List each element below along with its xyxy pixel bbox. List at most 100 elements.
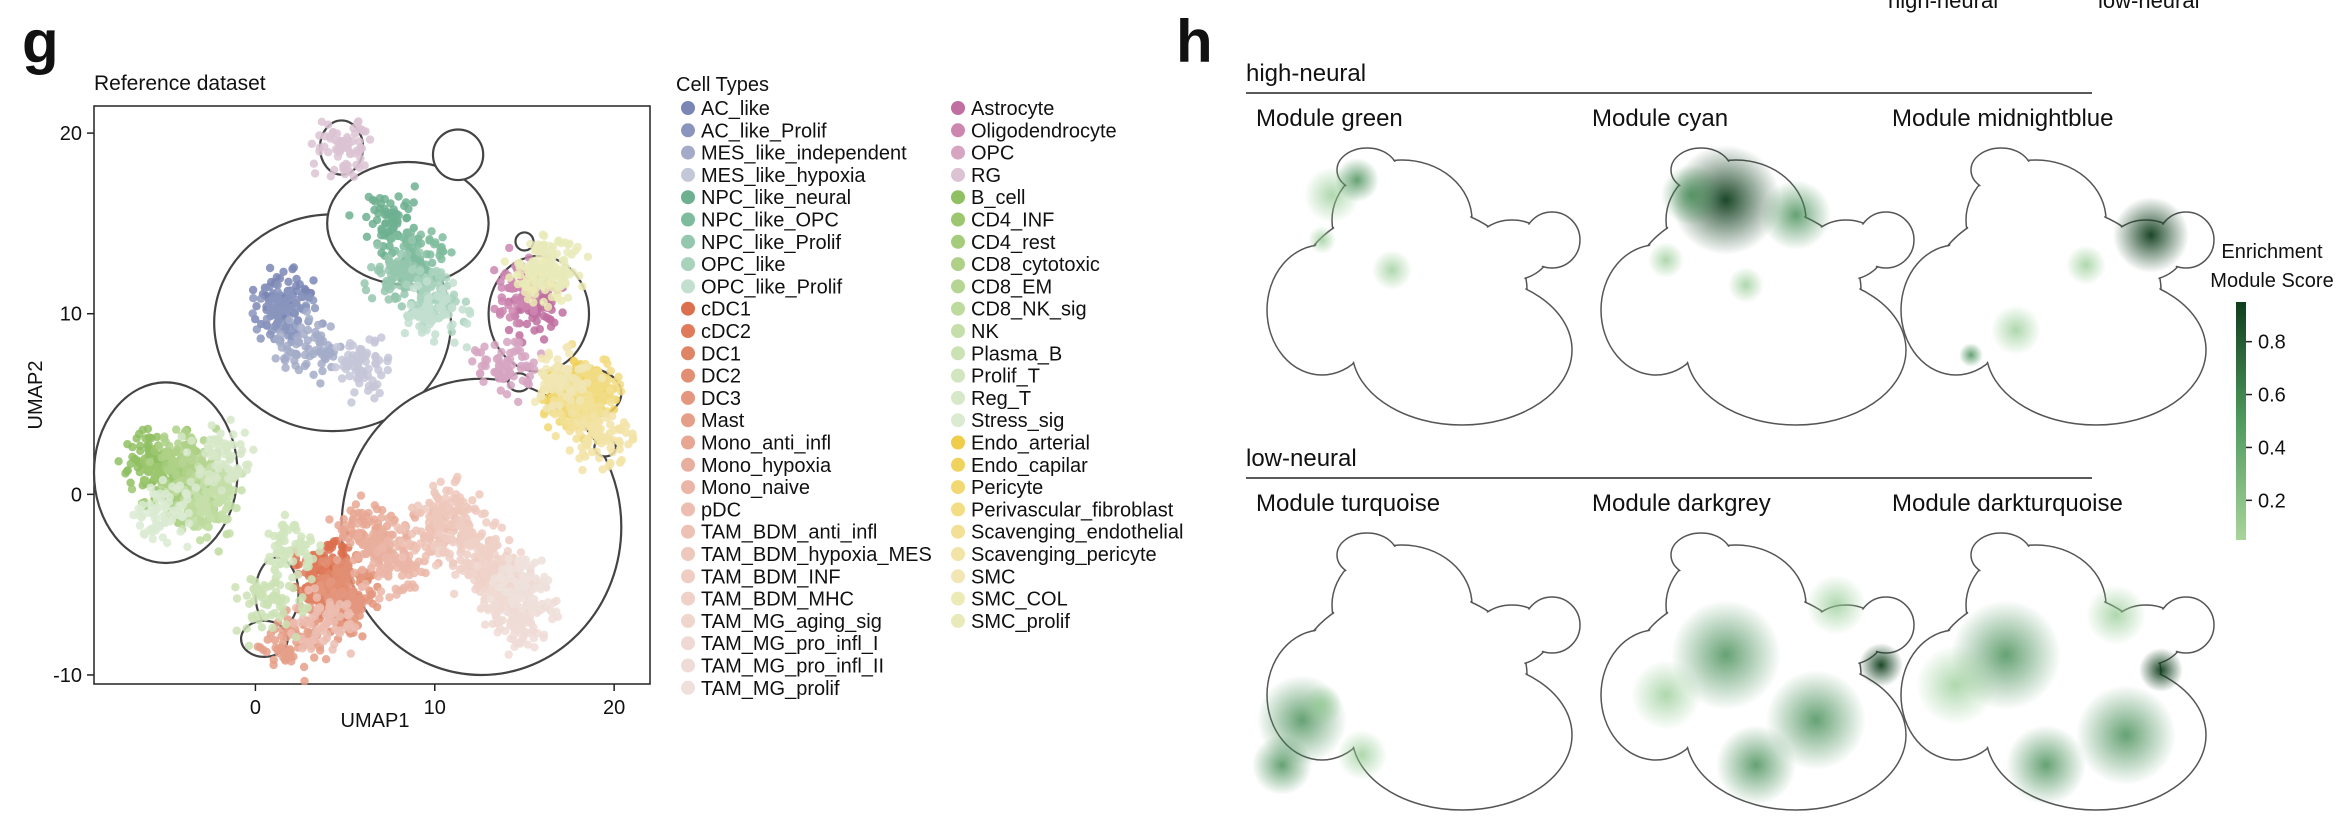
data-point — [502, 390, 512, 399]
data-point — [504, 566, 514, 575]
data-point — [365, 135, 375, 144]
data-point — [349, 509, 359, 518]
data-point — [310, 304, 320, 313]
data-point — [325, 603, 334, 612]
data-point — [494, 370, 503, 380]
data-point — [352, 160, 361, 170]
data-point — [468, 496, 477, 505]
data-point — [421, 568, 430, 578]
data-point — [269, 660, 278, 670]
data-point — [383, 366, 392, 375]
data-point — [408, 265, 417, 274]
data-point — [473, 562, 482, 571]
module-title-darkgrey: Module darkgrey — [1592, 490, 1771, 517]
data-point — [397, 537, 406, 547]
series-RG — [307, 117, 375, 181]
data-point — [262, 314, 272, 324]
data-point — [488, 619, 497, 629]
data-point — [128, 452, 137, 462]
data-point — [141, 434, 150, 443]
data-point — [375, 565, 385, 575]
data-point — [126, 478, 135, 487]
enrichment-blob — [1991, 305, 2041, 355]
data-point — [274, 294, 284, 304]
data-point — [486, 586, 495, 596]
data-point — [354, 117, 363, 126]
data-point — [384, 295, 393, 304]
data-point — [466, 568, 475, 577]
data-point — [273, 287, 282, 296]
data-point — [312, 627, 321, 636]
enrichment-blob — [1728, 267, 1764, 303]
data-point — [343, 134, 353, 144]
data-point — [495, 307, 505, 317]
data-point — [416, 292, 426, 301]
data-point — [280, 354, 289, 363]
data-point — [438, 233, 447, 242]
data-point — [364, 364, 373, 374]
map-fill — [1859, 598, 1913, 652]
data-point — [429, 337, 439, 346]
data-point — [406, 228, 416, 237]
data-point — [508, 591, 517, 600]
data-point — [323, 540, 332, 550]
data-point — [261, 283, 270, 293]
data-point — [343, 620, 352, 630]
colorbar-tick-label: 0.4 — [2258, 437, 2286, 459]
colorbar-tick-label: 0.8 — [2258, 332, 2286, 354]
data-point — [458, 563, 467, 572]
data-point — [357, 348, 367, 357]
series-MES_like_independent — [271, 307, 345, 388]
data-point — [384, 571, 393, 580]
data-point — [400, 329, 410, 338]
enrichment-blob — [1859, 643, 1903, 687]
map-fill — [1525, 213, 1579, 267]
data-point — [409, 198, 418, 207]
data-point — [270, 636, 280, 645]
data-point — [381, 279, 391, 288]
data-point — [527, 561, 536, 570]
data-point — [362, 212, 371, 222]
data-point — [508, 284, 517, 293]
data-point — [445, 549, 454, 559]
data-point — [358, 565, 367, 574]
data-point — [475, 369, 485, 378]
data-point — [448, 561, 458, 571]
data-point — [506, 634, 515, 643]
data-point — [434, 549, 443, 558]
data-point — [456, 540, 465, 549]
data-point — [436, 477, 445, 486]
data-point — [369, 559, 378, 568]
data-point — [505, 313, 515, 322]
data-point — [320, 142, 329, 151]
data-point — [455, 493, 465, 502]
data-point — [539, 335, 549, 344]
data-point — [249, 294, 258, 303]
data-point — [285, 315, 294, 325]
data-point — [420, 505, 429, 514]
data-point — [402, 213, 412, 222]
data-point — [310, 653, 319, 662]
data-point — [413, 501, 423, 510]
data-point — [351, 500, 361, 509]
map-fill — [1353, 276, 1571, 424]
data-point — [387, 234, 396, 243]
data-point — [505, 573, 514, 583]
data-point — [441, 494, 450, 503]
enrichment-blob — [1631, 660, 1701, 730]
data-point — [494, 583, 503, 592]
enrichment-blob — [1308, 226, 1336, 254]
data-point — [504, 555, 513, 564]
enrichment-blob — [1302, 685, 1342, 725]
data-point — [343, 533, 353, 543]
data-point — [413, 275, 423, 285]
data-point — [384, 514, 393, 523]
module-title-midnightblue: Module midnightblue — [1892, 105, 2113, 132]
data-point — [277, 343, 286, 352]
data-point — [355, 124, 364, 133]
data-point — [431, 561, 441, 570]
data-point — [448, 320, 457, 329]
enrichment-blob — [1761, 180, 1831, 250]
data-point — [470, 504, 479, 513]
data-point — [400, 290, 409, 299]
